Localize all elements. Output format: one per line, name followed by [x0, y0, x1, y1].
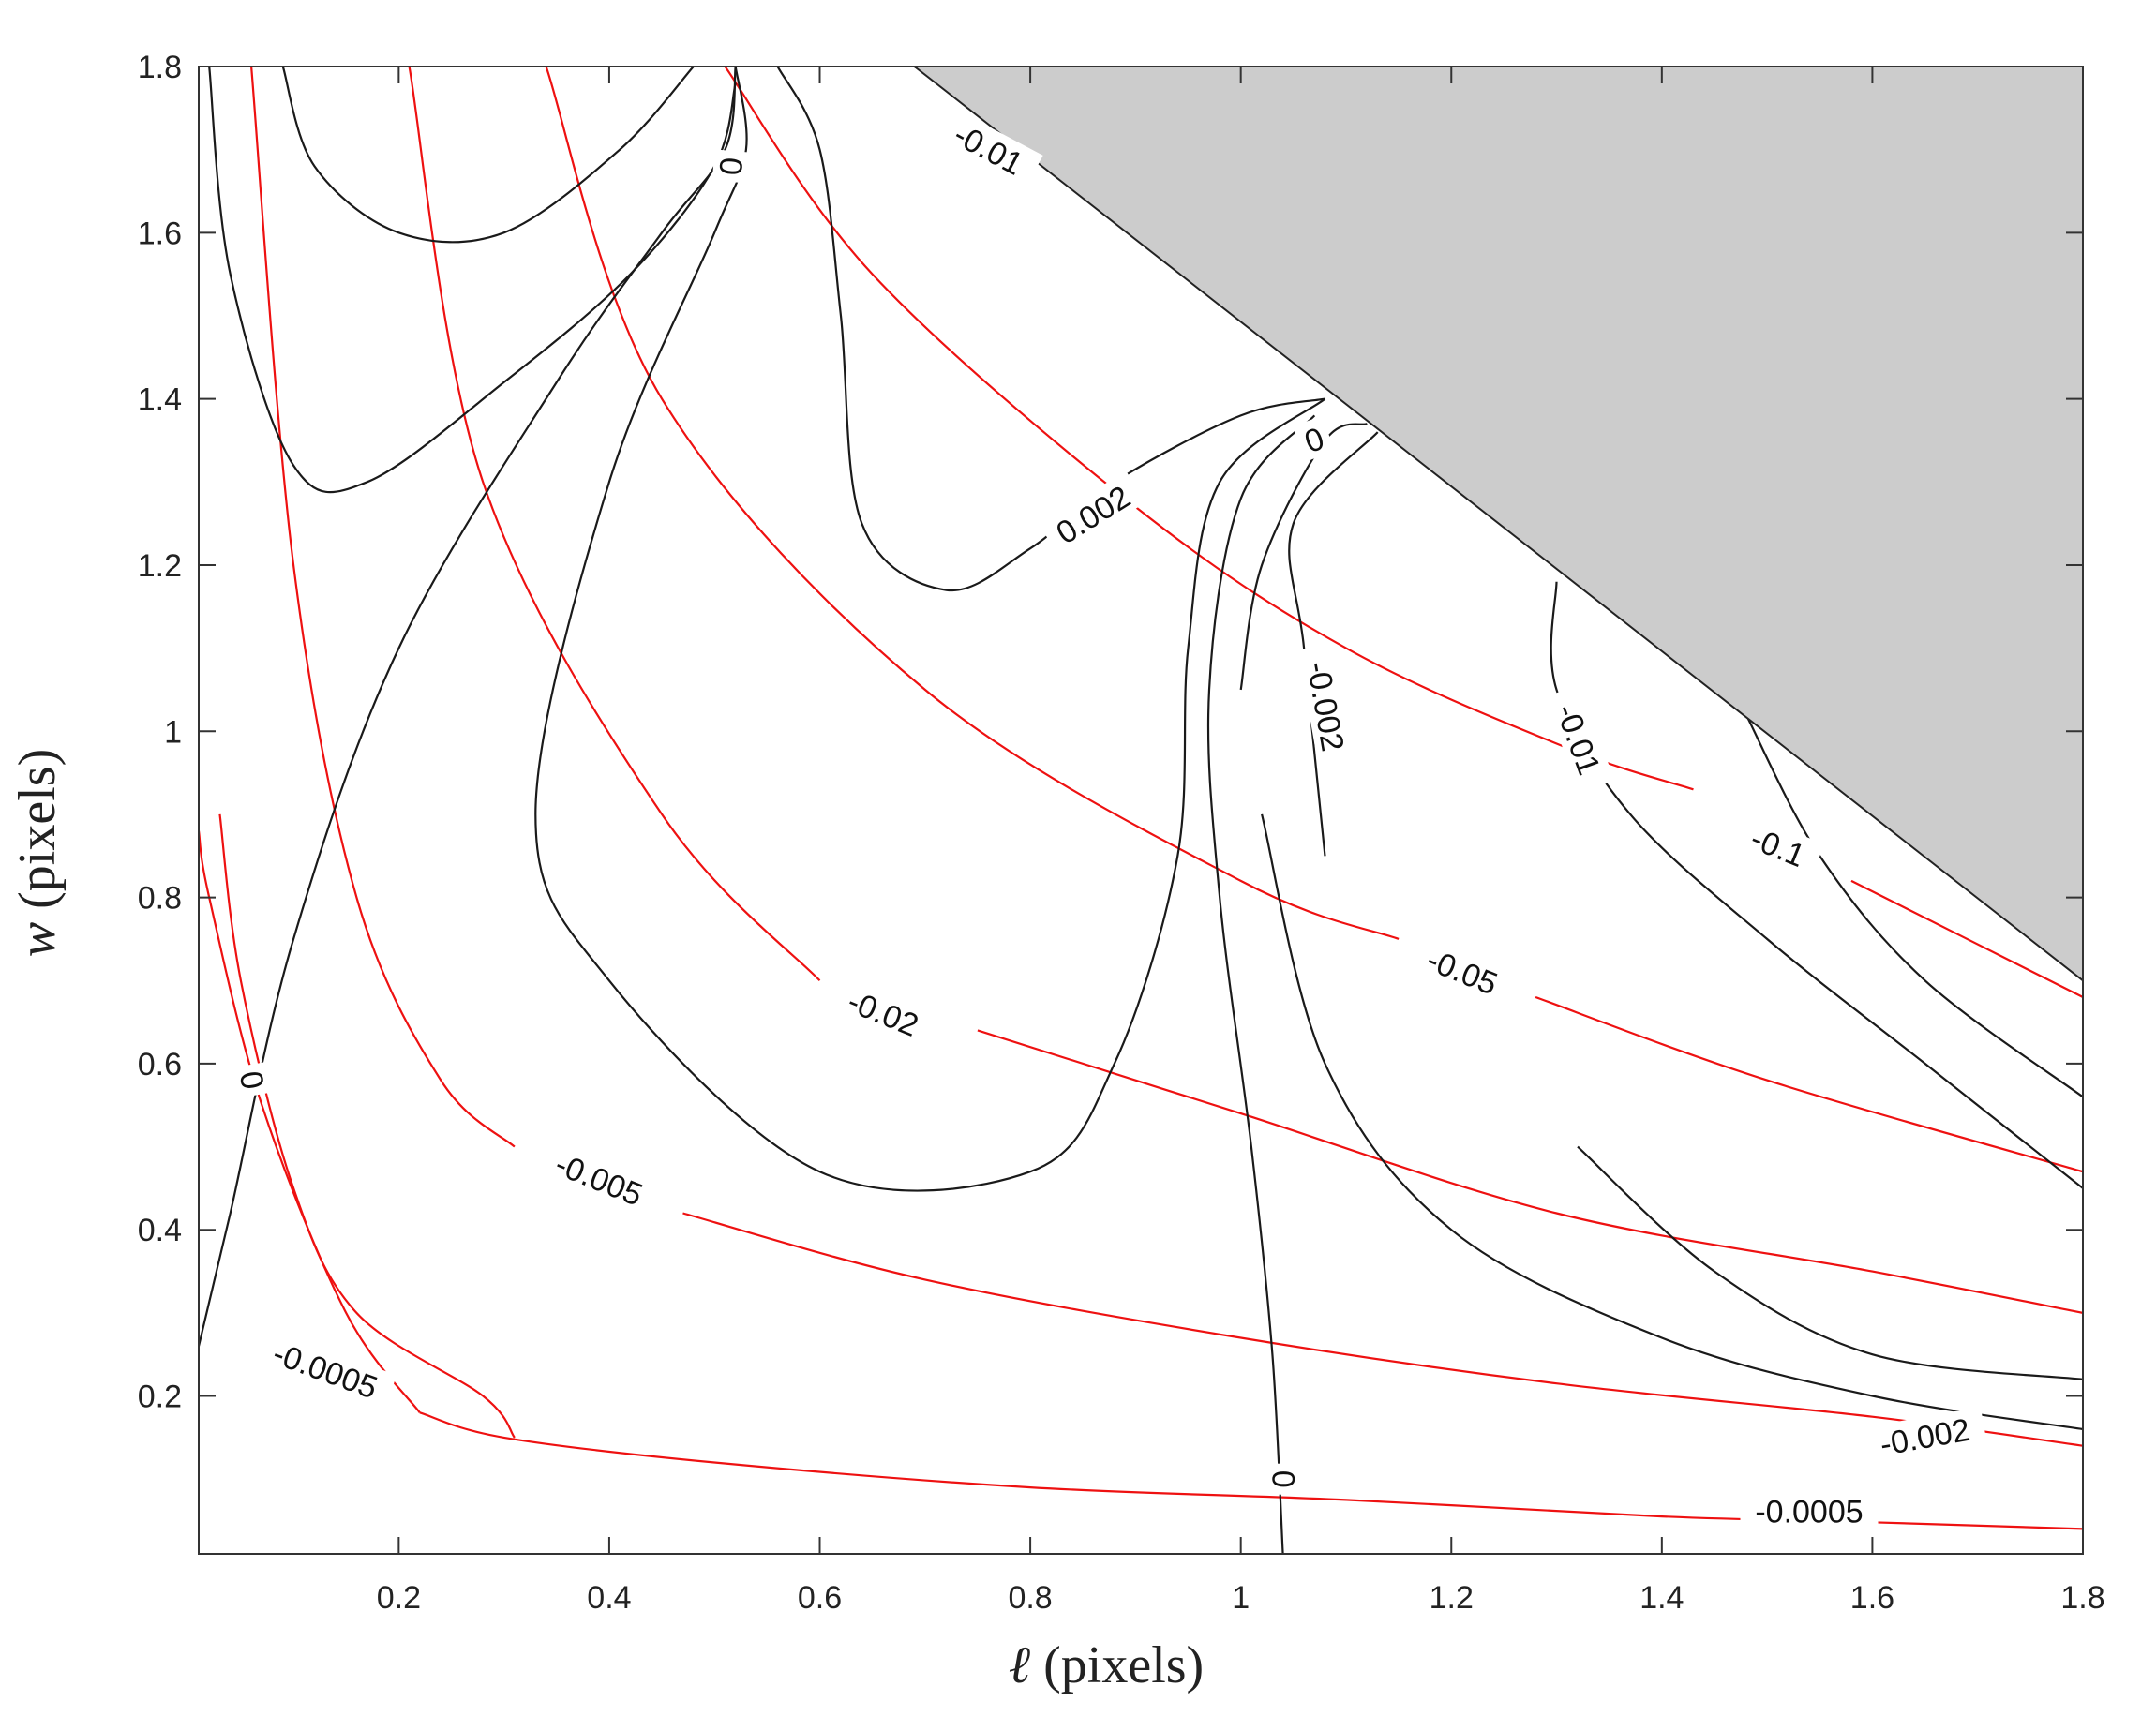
x-tick-label: 0.4: [587, 1580, 631, 1616]
black-contour-12: [1577, 1145, 2083, 1380]
x-tick-label: 1.8: [2060, 1580, 2104, 1616]
black-contour-label-bg: [935, 107, 1043, 189]
y-axis-symbol: w: [8, 922, 67, 957]
black-contour-9: [1550, 581, 2083, 1189]
black-contour-label-bg: [711, 149, 753, 184]
red-contour-2: [250, 67, 516, 1148]
y-tick-label: 1.8: [138, 50, 182, 85]
black-contour-label-text: 0: [1265, 1470, 1301, 1488]
x-tick-label: 1.4: [1639, 1580, 1684, 1616]
x-axis-label: ℓ (pixels): [1009, 1636, 1204, 1694]
red-contour-label-bg: [829, 975, 938, 1049]
black-contour-7: [1261, 813, 2083, 1431]
red-contour-7: [1535, 995, 2083, 1173]
y-tick-label: 0.8: [138, 881, 182, 917]
contour-label-layer: -0.0005-0.0005-0.005-0.02-0.05-0.10000.0…: [232, 107, 1987, 1530]
black-contour-label-1-0: 0: [1293, 415, 1335, 462]
black-contour-8: [1288, 431, 1379, 857]
red-contour-label-bg: [1408, 933, 1518, 1007]
red-contour-label-bg: [536, 1138, 663, 1218]
red-contour-8: [724, 67, 1694, 791]
black-contour-3: [281, 67, 695, 244]
red-contour-9: [1850, 879, 2083, 998]
y-tick-label: 0.4: [138, 1213, 182, 1248]
y-tick-label: 1: [164, 714, 182, 750]
black-contour-5: [1206, 414, 1316, 1554]
x-tick-label: 0.2: [377, 1580, 421, 1616]
black-contour-4: [208, 67, 737, 494]
black-contour-label-bg: [1862, 1407, 1987, 1465]
y-tick-label: 1.4: [138, 382, 182, 418]
x-tick-label: 0.8: [1008, 1580, 1052, 1616]
black-contour-label-0-0: 0: [232, 1061, 275, 1098]
red-contour-layer: [199, 67, 2083, 1530]
black-contour-6: [1239, 423, 1368, 691]
x-axis-unit: (pixels): [1030, 1636, 1204, 1694]
black-contour-label-bg: [1297, 643, 1356, 768]
black-contour-11: [1744, 713, 2083, 1098]
y-tick-label: 1.2: [138, 548, 182, 584]
red-contour-label-0-1: -0.0005: [1740, 1491, 1879, 1530]
red-contour-label-text: -0.0005: [1755, 1495, 1863, 1530]
plot-frame: [198, 66, 2084, 1555]
black-contour-label-7-0: -0.002: [1862, 1407, 1987, 1465]
black-contour-label-bg: [1265, 1463, 1304, 1495]
y-tick-label: 1.6: [138, 216, 182, 251]
black-contour-2: [776, 67, 1325, 592]
x-tick-label: 0.6: [798, 1580, 842, 1616]
y-tick-label: 0.6: [138, 1047, 182, 1082]
black-contour-label-bg: [1293, 415, 1335, 462]
black-contour-0: [199, 67, 737, 1347]
x-tick-label: 1.2: [1430, 1580, 1474, 1616]
red-contour-4: [408, 67, 821, 982]
y-tick-label: 0.2: [138, 1380, 182, 1415]
black-contour-label-text: 0: [711, 156, 749, 176]
x-axis-symbol: ℓ: [1009, 1636, 1031, 1694]
red-contour-5: [977, 1029, 2083, 1314]
y-axis-label: w (pixels): [8, 749, 67, 957]
red-contour-label-bg: [1731, 813, 1825, 879]
black-contour-label-5-0: 0: [1265, 1463, 1304, 1495]
x-tick-label: 1: [1232, 1580, 1250, 1616]
red-contour-label-7-0: -0.05: [1408, 933, 1518, 1007]
black-contour-label-bg: [1544, 684, 1615, 794]
black-contour-1: [534, 67, 1326, 1192]
y-axis-unit: (pixels): [8, 749, 67, 922]
black-contour-label-0-1: 0: [711, 149, 753, 184]
black-contour-label-bg: [1039, 470, 1146, 557]
red-contour-label-bg: [1740, 1491, 1879, 1529]
axes-layer: 0.2 0.4 0.6 0.8 1 1.2 1.4 1.6 1.8 0.2 0.4 0.6 0.8 1 1.…: [138, 50, 2105, 1616]
red-contour-label-bg: [254, 1328, 397, 1410]
black-contour-label-bg: [232, 1061, 275, 1098]
x-tick-label: 1.6: [1850, 1580, 1894, 1616]
red-contour-3: [682, 1212, 2083, 1447]
red-contour-6: [545, 67, 1400, 940]
